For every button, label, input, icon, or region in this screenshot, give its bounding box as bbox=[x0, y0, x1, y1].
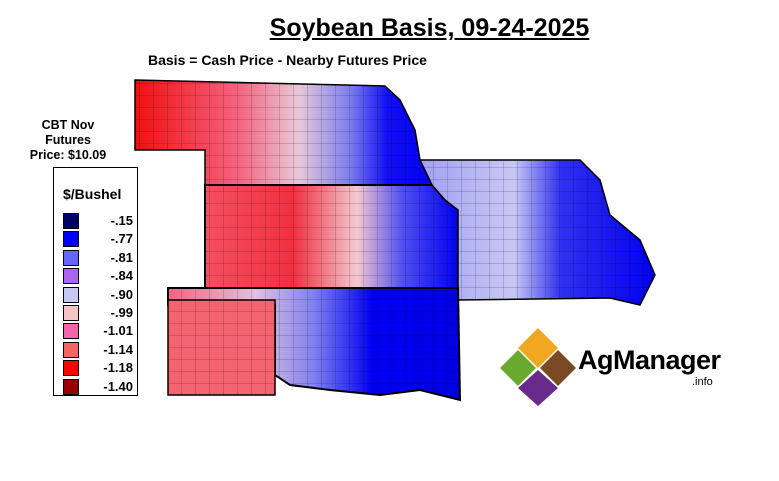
state-nebraska bbox=[134, 79, 434, 186]
legend-label: -.81 bbox=[110, 249, 133, 265]
legend-swatch bbox=[63, 231, 79, 248]
logo-brand-text: AgManager bbox=[578, 345, 721, 375]
legend-item: -1.40 bbox=[63, 378, 133, 395]
state-kansas bbox=[204, 184, 459, 289]
legend-item: -.99 bbox=[63, 305, 133, 321]
legend-label: -1.40 bbox=[103, 378, 133, 394]
legend-swatch bbox=[63, 360, 79, 377]
agmanager-logo bbox=[500, 328, 576, 406]
legend-label: -.15 bbox=[110, 213, 133, 228]
legend: $/Bushel -.15 -.77 -.81 -.84 -.90 -.99 -1.01 -1… bbox=[53, 167, 138, 396]
legend-item: -.90 bbox=[63, 286, 133, 303]
legend-item: -.81 bbox=[63, 249, 133, 266]
legend-swatch bbox=[63, 268, 79, 285]
legend-swatch bbox=[63, 323, 79, 340]
futures-line-1: CBT Nov bbox=[41, 118, 95, 132]
legend-item: -1.14 bbox=[63, 341, 133, 358]
legend-label: -.99 bbox=[110, 305, 133, 320]
legend-item: -1.18 bbox=[63, 360, 133, 377]
legend-title: $/Bushel bbox=[63, 186, 122, 202]
legend-label: -.84 bbox=[110, 268, 133, 284]
legend-label: -1.01 bbox=[103, 323, 133, 339]
legend-swatch bbox=[63, 305, 79, 321]
futures-line-3: Price: $10.09 bbox=[29, 148, 107, 162]
state-missouri bbox=[418, 159, 656, 306]
legend-item: -.15 bbox=[63, 213, 133, 229]
map-title: Soybean Basis, 09-24-2025 bbox=[269, 14, 590, 42]
legend-swatch bbox=[63, 286, 79, 303]
region-southwest-block bbox=[167, 299, 276, 396]
map-subtitle: Basis = Cash Price - Nearby Futures Pric… bbox=[148, 52, 427, 68]
legend-item: -.84 bbox=[63, 268, 133, 285]
futures-price-note: CBT Nov Futures Price: $10.09 bbox=[18, 118, 118, 163]
legend-item: -.77 bbox=[63, 231, 133, 248]
legend-label: -.90 bbox=[110, 286, 133, 302]
legend-label: -1.14 bbox=[103, 341, 133, 357]
legend-item: -1.01 bbox=[63, 323, 133, 340]
legend-label: -1.18 bbox=[103, 360, 133, 376]
futures-line-2: Futures bbox=[45, 133, 91, 147]
legend-swatch bbox=[63, 341, 79, 358]
legend-label: -.77 bbox=[110, 231, 133, 247]
legend-swatch bbox=[63, 249, 79, 266]
legend-swatch bbox=[63, 213, 79, 229]
logo-suffix-text: .info bbox=[692, 376, 713, 388]
legend-swatch bbox=[63, 378, 79, 395]
